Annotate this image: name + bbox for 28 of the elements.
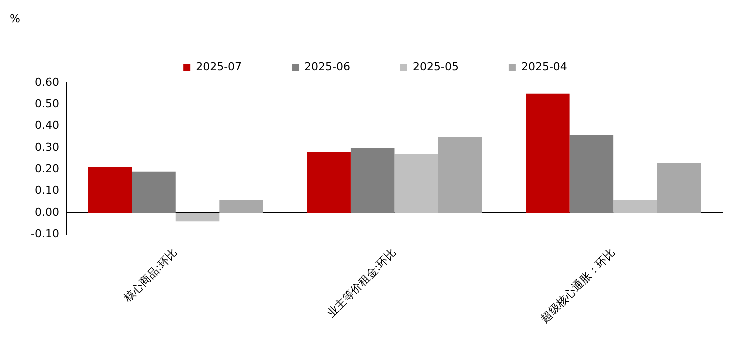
bar	[307, 152, 351, 213]
y-axis-title: %	[10, 12, 20, 26]
bar	[438, 137, 482, 213]
legend-label: 2025-07	[196, 60, 242, 74]
bar	[88, 168, 132, 213]
y-tick-label: 0.60	[34, 76, 60, 89]
bar	[350, 148, 395, 213]
bar	[220, 200, 264, 213]
bar	[394, 154, 438, 213]
bar	[176, 212, 220, 222]
y-tick-label: 0.00	[34, 206, 60, 219]
y-tick-label: 0.10	[34, 184, 60, 198]
legend-label: 2025-05	[413, 60, 459, 74]
legend-label: 2025-06	[304, 60, 351, 74]
y-tick-label: 0.20	[34, 162, 60, 176]
bar	[614, 200, 658, 213]
y-tick-label: -0.10	[30, 228, 60, 241]
y-tick-label: 0.30	[34, 140, 60, 154]
bar	[657, 163, 702, 213]
x-tick-label: 超级核心通胀：环比	[538, 246, 618, 326]
bar	[132, 172, 176, 213]
y-tick-label: 0.50	[34, 98, 60, 111]
bar	[526, 94, 570, 213]
x-tick-label: 业主等价租金:环比	[324, 246, 399, 320]
x-tick-label: 核心商品:环比	[120, 246, 180, 306]
y-tick-label: 0.40	[34, 119, 60, 132]
bar	[570, 135, 614, 213]
legend-label: 2025-04	[521, 60, 568, 74]
